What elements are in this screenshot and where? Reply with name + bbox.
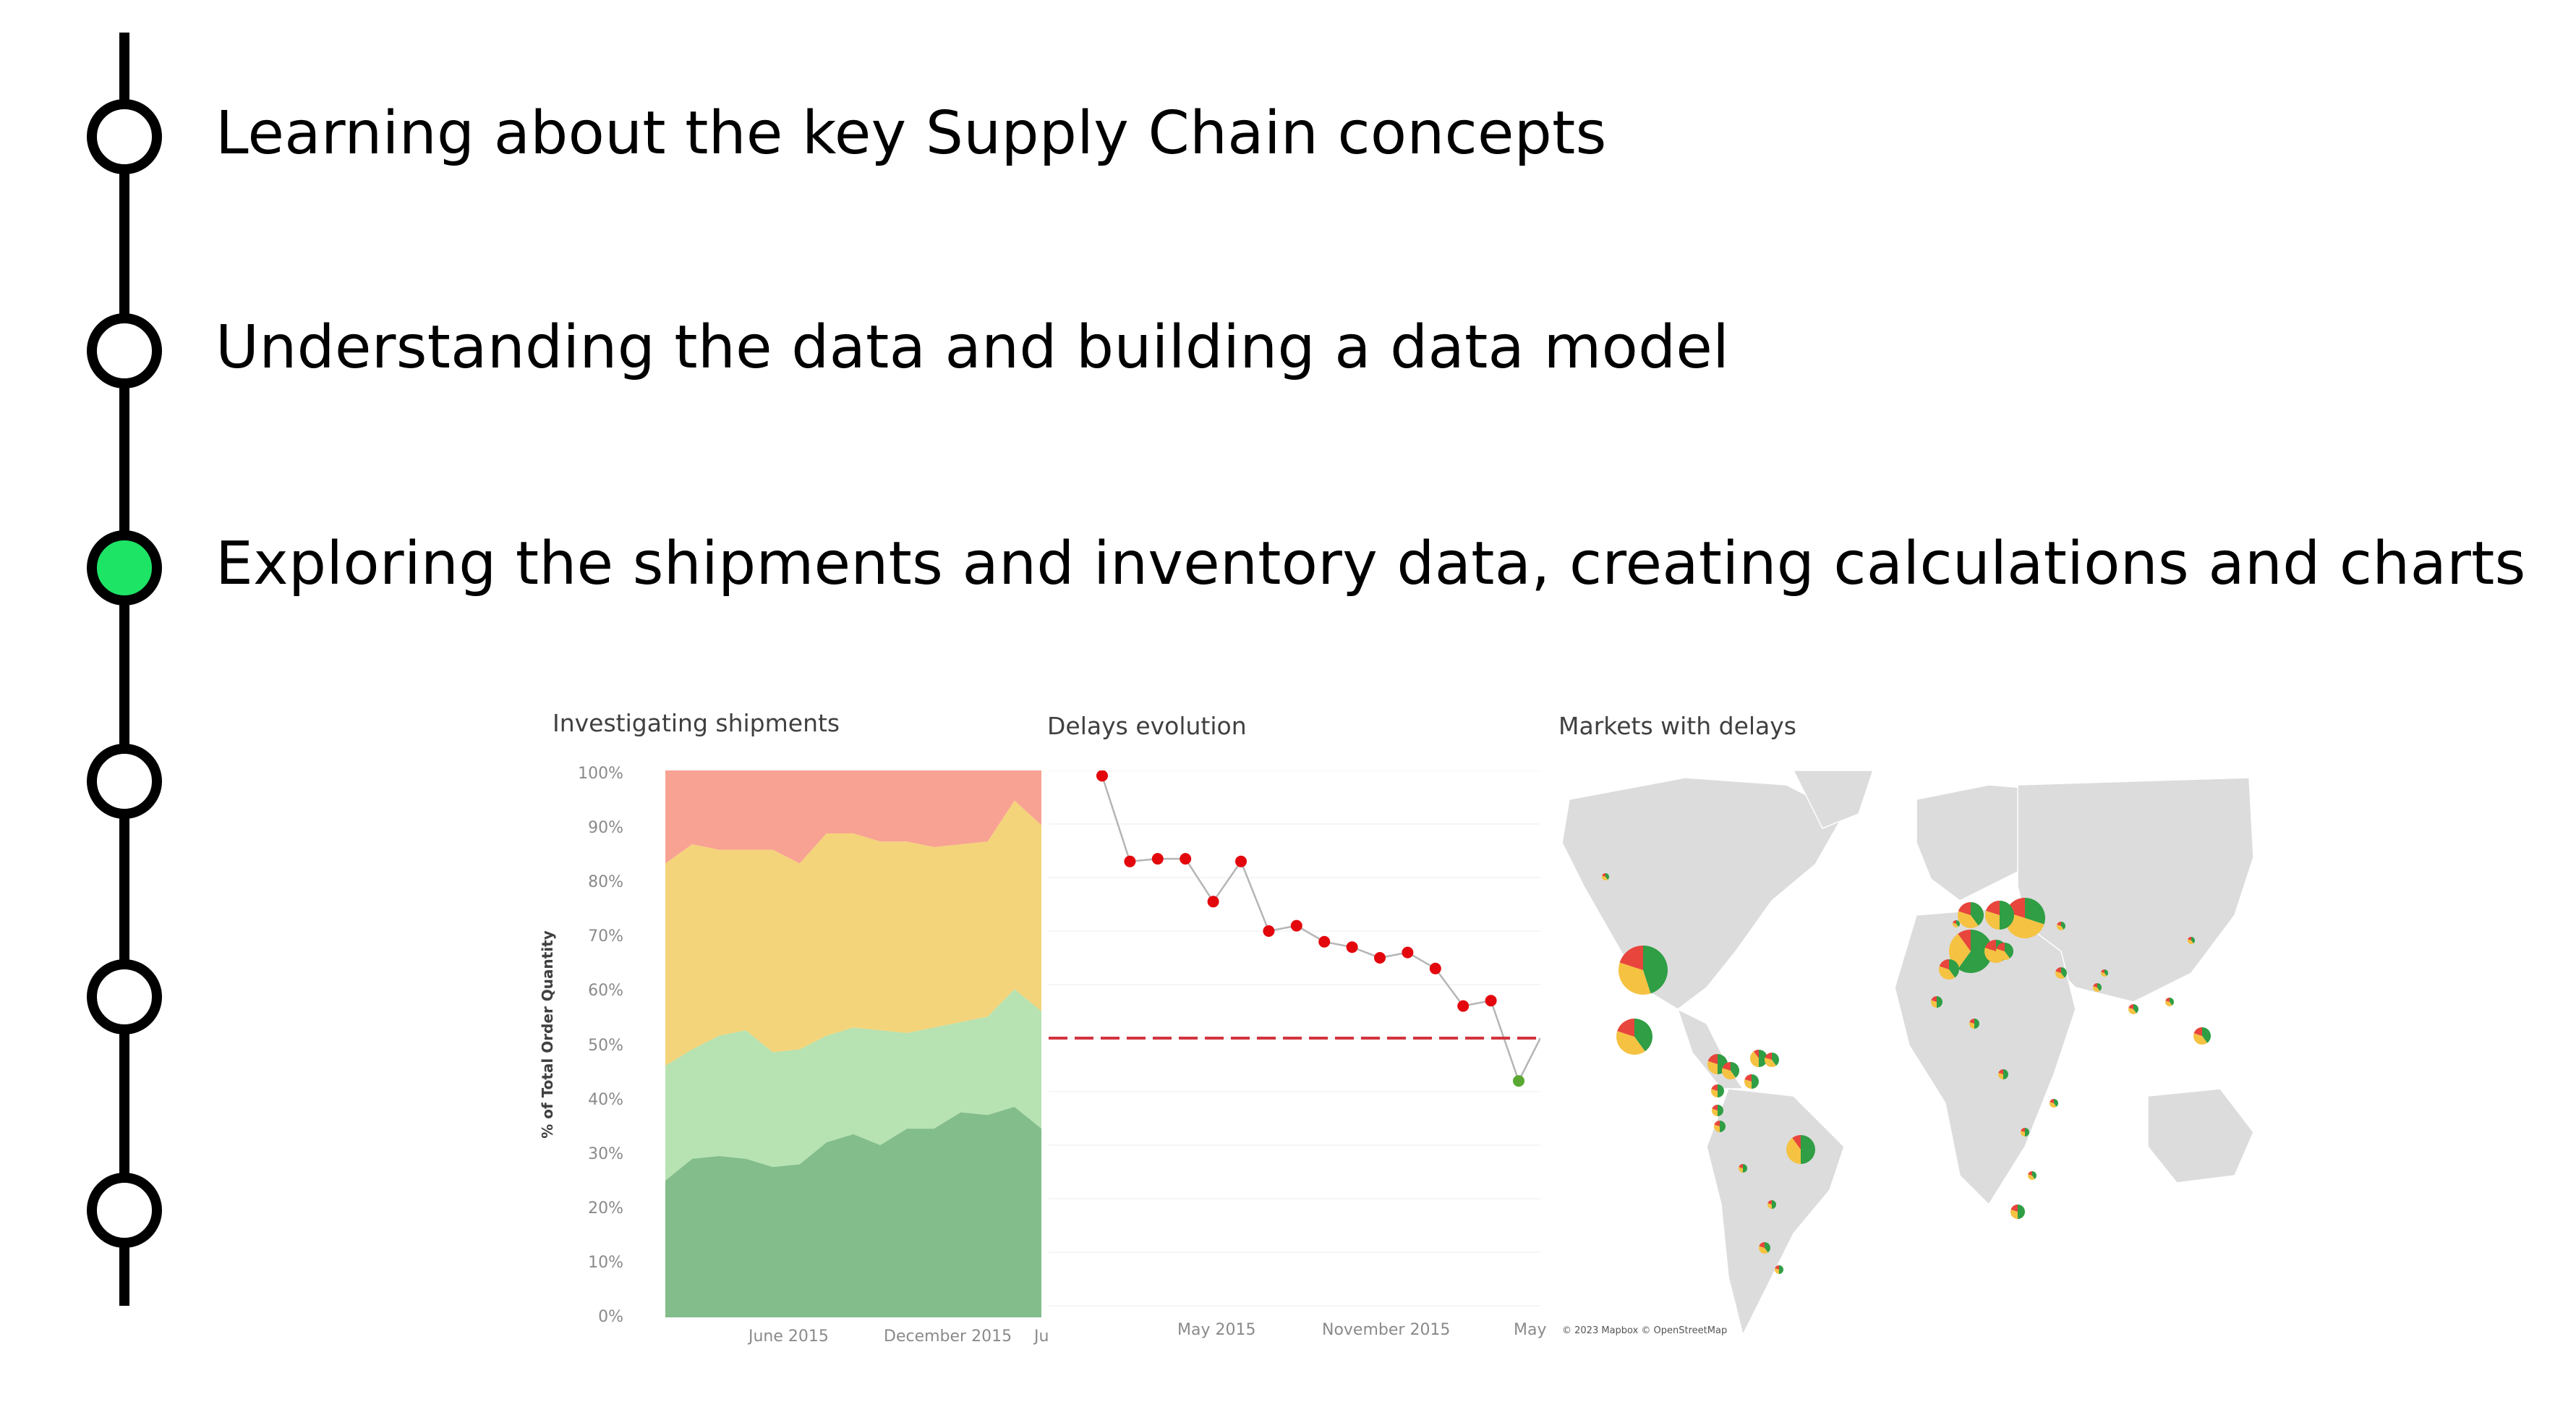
- market-delay-pie: [1775, 1265, 1783, 1274]
- market-delay-pie: [2021, 1128, 2029, 1137]
- delays-point: [1513, 1075, 1524, 1087]
- market-delay-pie: [1739, 1164, 1747, 1173]
- delays-x-tick: November 2015: [1322, 1321, 1451, 1339]
- shipments-y-tick: 80%: [588, 873, 623, 892]
- shipments-y-tick: 30%: [588, 1144, 623, 1163]
- market-delay-pie: [1996, 943, 2013, 960]
- shipments-y-tick: 50%: [588, 1036, 623, 1055]
- market-delay-pie: [1712, 1105, 1723, 1116]
- shipments-y-tick: 10%: [588, 1253, 623, 1272]
- market-delay-pie: [1602, 873, 1609, 880]
- timeline-node-3-active: [87, 530, 162, 606]
- delays-point: [1402, 946, 1414, 959]
- shipments-y-tick: 0%: [598, 1308, 623, 1326]
- market-delay-pie: [1985, 901, 2014, 930]
- market-delay-pie: [1759, 1242, 1770, 1254]
- market-delay-pie: [2188, 937, 2195, 944]
- market-delay-pie: [1786, 1135, 1815, 1164]
- market-delay-pie: [2193, 1027, 2211, 1045]
- market-delay-pie: [2165, 998, 2174, 1006]
- market-delay-pie: [1931, 996, 1942, 1008]
- market-delay-pie: [1618, 946, 1668, 995]
- greenland-landmass: [1793, 770, 1874, 829]
- market-delay-pie: [1750, 1050, 1767, 1067]
- markets-map-title: Markets with delays: [1558, 712, 1796, 740]
- delays-series-line: [1101, 776, 1540, 1084]
- delays-point: [1485, 995, 1497, 1007]
- delays-line-chart: [1049, 770, 1540, 1307]
- market-delay-pie: [1767, 1200, 1776, 1209]
- timeline-node-4: [87, 744, 162, 819]
- area-series-2: [665, 989, 1041, 1181]
- shipments-x-tick: June 2015: [749, 1327, 829, 1346]
- market-delay-pie: [2055, 967, 2067, 979]
- market-delay-pie: [2050, 1099, 2058, 1108]
- market-delay-pie: [2101, 969, 2108, 977]
- delays-point: [1290, 919, 1302, 932]
- market-delay-pie: [1765, 1053, 1779, 1067]
- shipments-y-axis-label: % of Total Order Quantity: [539, 930, 556, 1139]
- shipments-y-tick: 40%: [588, 1090, 623, 1109]
- market-delay-pie: [1953, 920, 1960, 927]
- delays-point: [1374, 952, 1386, 964]
- area-series-4: [665, 770, 1041, 864]
- delays-point: [1096, 770, 1108, 782]
- timeline-node-2: [87, 313, 162, 388]
- market-delay-bubbles: [1602, 873, 2211, 1274]
- markets-world-map: [1555, 770, 2253, 1343]
- market-delay-pie: [1616, 1019, 1652, 1055]
- market-delay-pie: [1939, 959, 1959, 980]
- delays-point: [1318, 935, 1331, 948]
- market-delay-pie: [1969, 1019, 1979, 1029]
- delays-point: [1263, 925, 1275, 937]
- area-series-3: [665, 800, 1041, 1066]
- africa-landmass: [1894, 907, 2076, 1206]
- step-3-label: Exploring the shipments and inventory da…: [216, 530, 2526, 598]
- market-delay-pie: [1958, 902, 1984, 928]
- shipments-y-tick: 100%: [578, 765, 623, 783]
- shipments-y-tick: 90%: [588, 819, 623, 838]
- shipments-area-chart: [665, 770, 1041, 1317]
- delays-point: [1151, 853, 1164, 865]
- delays-point: [1235, 855, 1247, 867]
- step-1-label: Learning about the key Supply Chain conc…: [216, 99, 1607, 168]
- timeline-node-5: [87, 959, 162, 1034]
- delays-point: [1346, 941, 1358, 953]
- market-delay-pie: [1744, 1074, 1759, 1089]
- australia-landmass: [2147, 1088, 2253, 1184]
- market-delay-pie: [1949, 930, 1992, 973]
- delays-point: [1124, 855, 1136, 867]
- market-delay-pie: [1722, 1062, 1739, 1079]
- step-2-label: Understanding the data and building a da…: [216, 313, 1730, 382]
- delays-point: [1457, 1000, 1470, 1012]
- delays-x-tick: May 2015: [1177, 1321, 1256, 1339]
- delays-x-tick: May: [1514, 1321, 1547, 1339]
- shipments-chart-title: Investigating shipments: [553, 709, 840, 737]
- market-delay-pie: [1714, 1121, 1726, 1132]
- timeline-node-6: [87, 1173, 162, 1248]
- delays-point: [1207, 896, 1219, 908]
- market-delay-pie: [2057, 922, 2065, 930]
- timeline-line: [119, 33, 129, 1306]
- shipments-y-tick: 70%: [588, 927, 623, 946]
- market-delay-pie: [2128, 1004, 2138, 1014]
- shipments-x-tick: Ju: [1034, 1327, 1049, 1346]
- shipments-y-tick: 60%: [588, 982, 623, 1000]
- shipments-y-tick: 20%: [588, 1199, 623, 1218]
- timeline-node-1: [87, 99, 162, 174]
- delays-point: [1180, 853, 1192, 865]
- market-delay-pie: [2028, 1171, 2037, 1180]
- delays-chart-title: Delays evolution: [1047, 712, 1247, 740]
- shipments-x-tick: December 2015: [884, 1327, 1012, 1346]
- market-delay-pie: [1998, 1069, 2008, 1079]
- market-delay-pie: [2093, 983, 2102, 992]
- market-delay-pie: [2010, 1205, 2025, 1219]
- map-attribution: © 2023 Mapbox © OpenStreetMap: [1562, 1325, 1728, 1336]
- delays-point: [1429, 962, 1441, 974]
- market-delay-pie: [1711, 1084, 1724, 1097]
- area-series-1: [665, 1106, 1041, 1317]
